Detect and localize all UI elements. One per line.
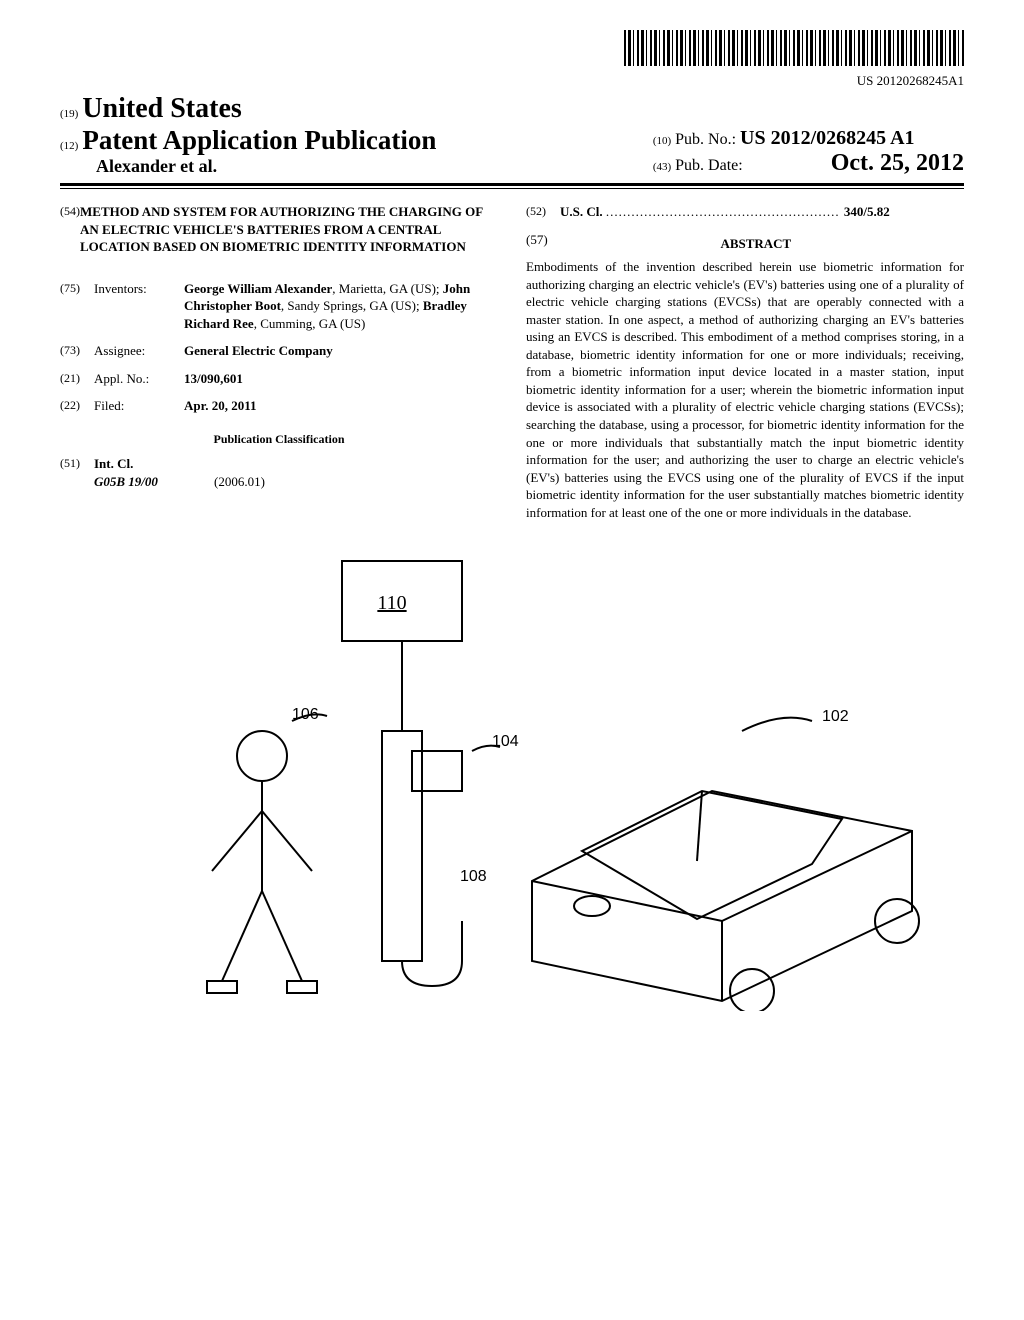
country-name: United States	[82, 93, 241, 124]
header-right: (10) Pub. No.: US 2012/0268245 A1 (43) P…	[653, 127, 964, 177]
fig-label-102: 102	[822, 708, 849, 725]
abstract-heading: ABSTRACT	[548, 235, 964, 253]
filed-label: Filed:	[94, 397, 184, 415]
uscl-label: U.S. Cl.	[560, 204, 603, 219]
header-rule	[60, 188, 964, 189]
intcl-code: G05B 19/00	[94, 473, 214, 491]
fig-label-106: 106	[292, 706, 319, 723]
publication-type: Patent Application Publication	[82, 125, 436, 155]
title-field-num: (54)	[60, 203, 80, 270]
applno-label: Appl. No.:	[94, 370, 184, 388]
assignee-value: General Electric Company	[184, 342, 498, 360]
author-line: Alexander et al.	[96, 156, 436, 177]
filed-num: (22)	[60, 397, 94, 415]
intcl-num: (51)	[60, 455, 94, 490]
pubclass-heading: Publication Classification	[60, 431, 498, 447]
pubdate-prefix: (43)	[653, 161, 671, 173]
intcl-year: (2006.01)	[214, 473, 265, 491]
pubno-prefix: (10)	[653, 135, 671, 147]
figure-svg: 110	[60, 551, 964, 1011]
assignee-num: (73)	[60, 342, 94, 360]
inventors-value: George William Alexander, Marietta, GA (…	[184, 280, 498, 333]
patent-figure: 110	[60, 551, 964, 1011]
invention-title: METHOD AND SYSTEM FOR AUTHORIZING THE CH…	[80, 203, 498, 256]
barcode-number: US 20120268245A1	[60, 73, 964, 89]
prefix-12: (12)	[60, 140, 78, 152]
pubdate-label: Pub. Date:	[675, 157, 743, 174]
right-column: (52) U.S. Cl. ..........................…	[526, 203, 964, 521]
filed-value: Apr. 20, 2011	[184, 397, 498, 415]
pubdate-value: Oct. 25, 2012	[831, 150, 964, 176]
inventors-label: Inventors:	[94, 280, 184, 333]
prefix-19: (19)	[60, 108, 78, 120]
abstract-num: (57)	[526, 231, 548, 259]
uscl-num: (52)	[526, 203, 560, 221]
bibliographic-columns: (54) METHOD AND SYSTEM FOR AUTHORIZING T…	[60, 203, 964, 521]
fig-label-108: 108	[460, 868, 487, 885]
pubno-value: US 2012/0268245 A1	[740, 127, 914, 149]
barcode-region: US 20120268245A1	[60, 30, 964, 89]
header-left: (19) United States (12) Patent Applicati…	[60, 93, 436, 177]
document-header: (19) United States (12) Patent Applicati…	[60, 93, 964, 186]
uscl-leader: ........................................…	[606, 204, 844, 219]
abstract-text: Embodiments of the invention described h…	[526, 258, 964, 521]
left-column: (54) METHOD AND SYSTEM FOR AUTHORIZING T…	[60, 203, 498, 521]
pubno-label: Pub. No.:	[675, 131, 736, 148]
barcode-graphic	[624, 30, 964, 66]
intcl-label: Int. Cl.	[94, 455, 498, 473]
assignee-label: Assignee:	[94, 342, 184, 360]
uscl-value: 340/5.82	[844, 204, 890, 219]
fig-label-104: 104	[492, 733, 519, 750]
applno-num: (21)	[60, 370, 94, 388]
fig-label-110: 110	[377, 592, 406, 614]
applno-value: 13/090,601	[184, 370, 498, 388]
inventors-num: (75)	[60, 280, 94, 333]
